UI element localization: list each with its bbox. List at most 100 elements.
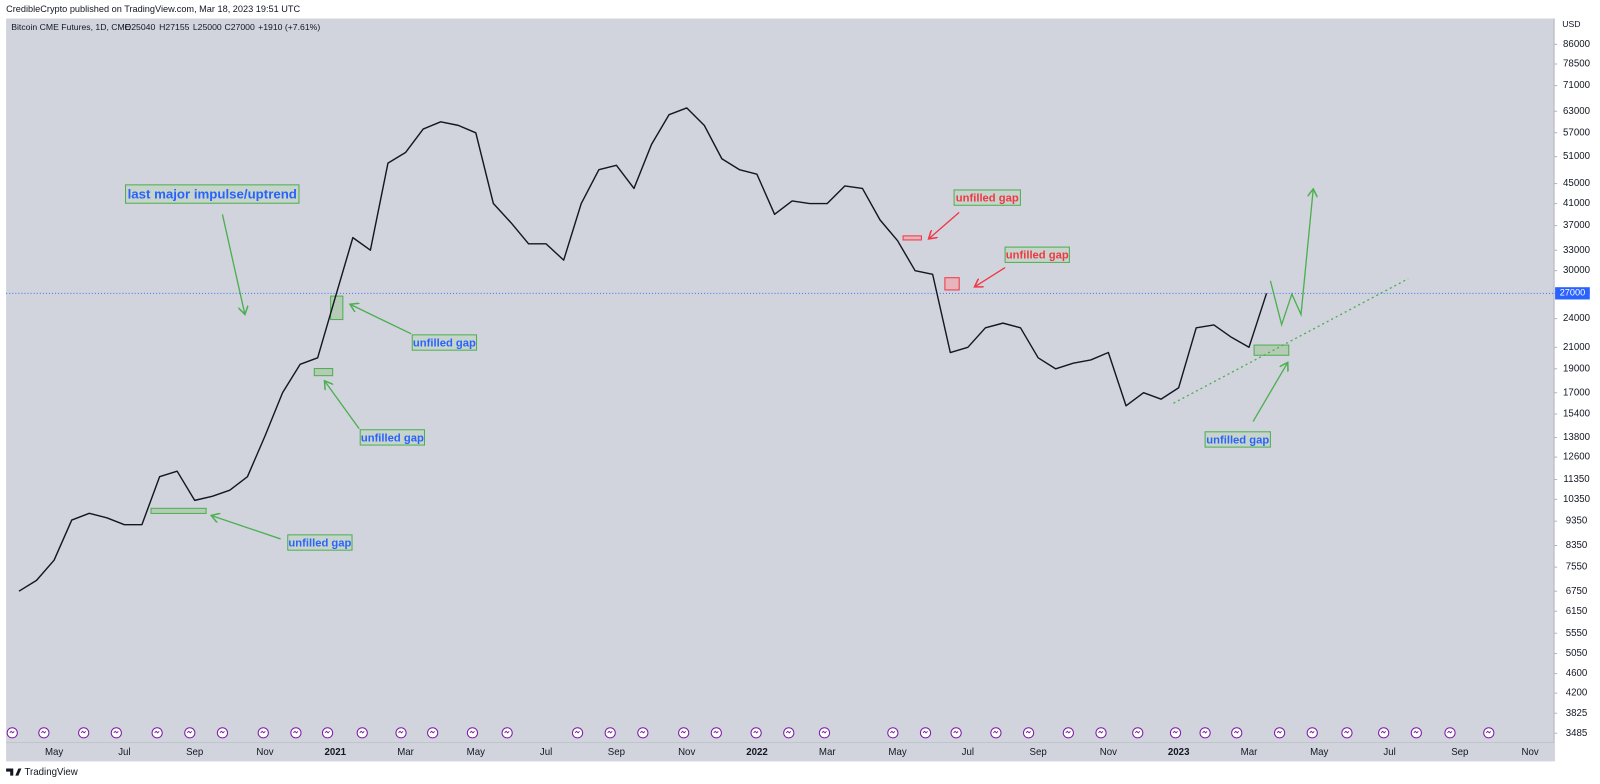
gap-box: [944, 277, 960, 291]
time-axis: [6, 743, 1555, 762]
y-tick-label: 11350: [1563, 474, 1590, 485]
event-icon-glyph: [1276, 730, 1282, 734]
ohlc-change: +1910 (+7.61%): [258, 22, 320, 32]
y-tick-label: 6150: [1566, 606, 1588, 617]
y-tick-label: 37000: [1563, 220, 1591, 231]
event-icon-glyph: [359, 730, 365, 734]
arrow: [1252, 362, 1288, 422]
annotation-box: [287, 534, 353, 551]
y-tick-label: 15400: [1563, 409, 1591, 420]
y-tick-label: 9350: [1566, 516, 1588, 527]
y-tick-label: 57000: [1563, 127, 1591, 138]
event-icon-glyph: [1344, 730, 1350, 734]
event-icon-glyph: [1202, 730, 1208, 734]
annotation: unfilled gap: [413, 337, 476, 349]
brand: TradingView: [24, 767, 78, 778]
trendline: [1173, 278, 1409, 404]
annotation-box: [1004, 246, 1070, 263]
x-tick-label: Jul: [962, 747, 974, 758]
event-icon-glyph: [324, 730, 330, 734]
y-tick-label: 12600: [1563, 452, 1591, 463]
event-icon-glyph: [889, 730, 896, 734]
x-tick-label: Mar: [397, 747, 414, 758]
y-tick-label: 21000: [1563, 342, 1591, 353]
event-icon-glyph: [680, 730, 687, 734]
arrows: [211, 189, 1409, 540]
x-tick-label: Jul: [1383, 747, 1395, 758]
x-tick-label: Sep: [1451, 747, 1468, 758]
x-tick-label: Nov: [1100, 747, 1117, 758]
y-tick-label: 7550: [1566, 562, 1588, 573]
arrow: [350, 304, 412, 335]
event-icon-glyph: [113, 730, 119, 734]
y-tick-label: 33000: [1563, 245, 1591, 256]
y-tick-label: 8350: [1566, 540, 1588, 551]
event-icon-glyph: [1098, 730, 1104, 734]
event-icon-glyph: [504, 730, 510, 734]
event-icon-glyph: [9, 730, 15, 734]
annotation-box: [125, 184, 300, 204]
annotation: unfilled gap: [288, 537, 351, 549]
event-icon-glyph: [398, 730, 404, 734]
x-tick-label: Mar: [1241, 747, 1258, 758]
event-icon-glyph: [1413, 730, 1419, 734]
x-tick-label: 2022: [746, 747, 768, 758]
x-tick-label: May: [467, 747, 485, 758]
price-axis: [1554, 18, 1600, 762]
arrow: [211, 515, 281, 540]
y-tick-label: 10350: [1563, 494, 1591, 505]
y-tick-label: 45000: [1563, 178, 1591, 189]
x-tick-label: Jul: [540, 747, 552, 758]
y-tick-label: 3485: [1566, 728, 1588, 739]
y-tick-label: 6750: [1566, 586, 1588, 597]
y-tick-label: 5050: [1566, 648, 1588, 659]
event-icon-glyph: [80, 730, 87, 734]
y-tick-label: 86000: [1563, 39, 1591, 50]
y-tick-label: 3825: [1566, 708, 1588, 719]
event-icon-glyph: [821, 730, 827, 734]
y-tick-label: 4200: [1566, 688, 1588, 699]
annotation: last major impulse/uptrend: [128, 187, 297, 202]
annotation-box: [1204, 431, 1271, 448]
event-icon-glyph: [607, 730, 613, 734]
x-tick-label: May: [888, 747, 906, 758]
ohlc-open: O25040: [124, 22, 155, 32]
legend: Bitcoin CME Futures, 1D, CME O25040 H271…: [11, 22, 320, 32]
gap-box: [902, 235, 922, 241]
x-tick-label: Jul: [118, 747, 130, 758]
y-tick-label: 63000: [1563, 106, 1591, 117]
x-tick-label: 2021: [324, 747, 346, 758]
y-tick-label: 78500: [1563, 59, 1591, 70]
currency: USD: [1562, 19, 1580, 29]
event-icon-glyph: [154, 730, 160, 734]
x-tick-label: May: [1310, 747, 1328, 758]
price-line-series: [18, 107, 1268, 592]
arrow: [974, 266, 1006, 287]
x-tick-label: Nov: [256, 747, 273, 758]
price-label-box: [1555, 287, 1590, 300]
event-icon-glyph: [713, 730, 719, 734]
gap-box: [150, 507, 207, 514]
event-icon-glyph: [429, 730, 436, 734]
arrow: [929, 211, 960, 239]
arrow: [324, 381, 360, 430]
x-tick-label: 2023: [1168, 747, 1190, 758]
event-icon-glyph: [1380, 730, 1387, 734]
event-icon-glyph: [1065, 730, 1071, 734]
y-tick-label: 19000: [1563, 363, 1591, 374]
annotation: unfilled gap: [1006, 250, 1069, 262]
event-icon-glyph: [41, 730, 47, 734]
publisher: CredibleCrypto published on TradingView.…: [6, 4, 300, 14]
x-tick-label: Nov: [1522, 747, 1539, 758]
gap-box: [1253, 344, 1290, 356]
event-icon-glyph: [186, 730, 193, 734]
plot-area: [6, 18, 1555, 744]
ohlc-high: H27155: [159, 22, 190, 32]
event-icon-glyph: [260, 730, 266, 734]
y-tick-label: 5550: [1566, 628, 1588, 639]
annotation-box: [953, 189, 1021, 206]
annotation-box: [359, 429, 426, 446]
y-tick-label: 24000: [1563, 313, 1591, 324]
y-tick-label: 4600: [1566, 668, 1588, 679]
